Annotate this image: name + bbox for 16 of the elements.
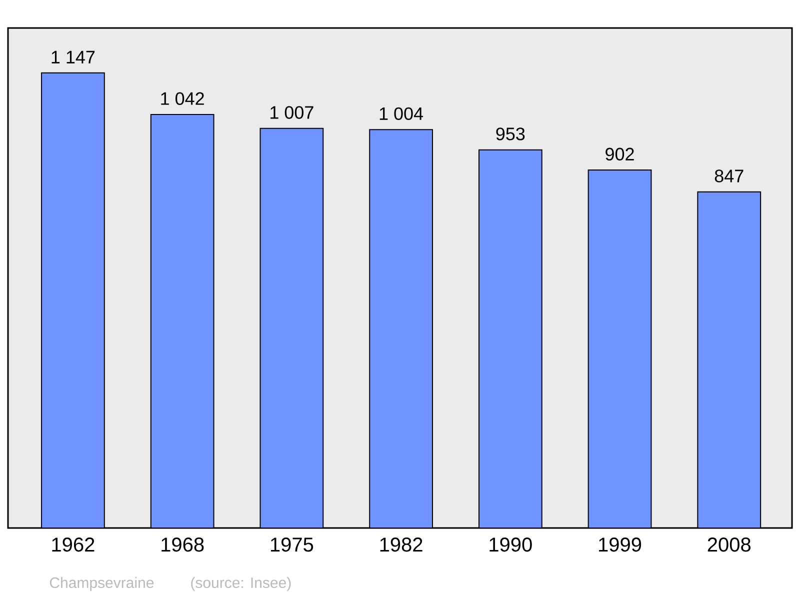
text: (source: Insee) bbox=[191, 577, 291, 591]
data-label: 1 147 bbox=[52, 50, 95, 64]
text: Champsevraine bbox=[50, 577, 154, 591]
data-label: 1 007 bbox=[270, 106, 314, 119]
data-label: 953 bbox=[496, 128, 525, 140]
data-label: 902 bbox=[606, 148, 634, 161]
x-tick-label: 1990 bbox=[490, 538, 532, 552]
x-tick-label: 1999 bbox=[599, 538, 642, 552]
x-tick-label: 1962 bbox=[52, 538, 94, 552]
data-label: 1 042 bbox=[161, 92, 204, 105]
x-tick-label: 1975 bbox=[270, 538, 314, 552]
x-tick-label: 1968 bbox=[162, 538, 204, 552]
x-tick-label: 2008 bbox=[708, 538, 750, 552]
data-label: 847 bbox=[714, 170, 744, 182]
x-tick-label: 1982 bbox=[380, 538, 422, 552]
data-label: 1 004 bbox=[380, 107, 424, 120]
